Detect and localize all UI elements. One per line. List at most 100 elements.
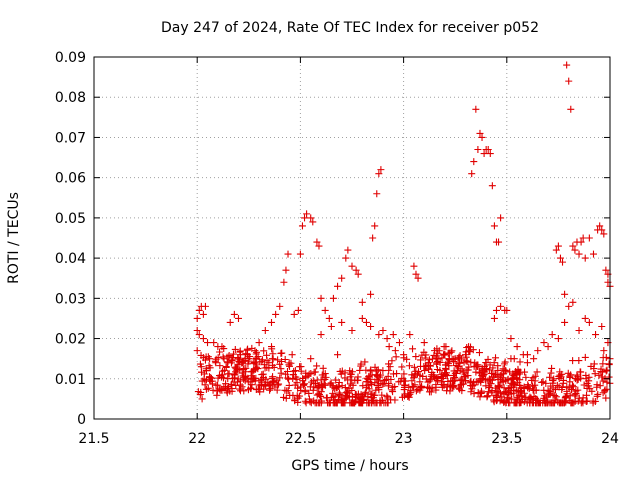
data-point: [315, 391, 323, 399]
data-point: [263, 364, 271, 372]
data-point: [599, 368, 607, 376]
data-point: [476, 393, 484, 401]
data-point: [456, 359, 464, 367]
data-point: [588, 387, 596, 395]
data-point: [349, 381, 357, 389]
data-point: [525, 385, 533, 393]
data-point: [255, 339, 263, 347]
data-point: [315, 383, 323, 391]
data-point: [526, 399, 534, 407]
y-tick-label: 0.07: [55, 130, 86, 146]
data-point: [430, 351, 438, 359]
data-point: [434, 377, 442, 385]
data-point: [514, 395, 522, 403]
data-point: [313, 376, 321, 384]
x-tick-label: 23: [395, 431, 413, 447]
data-point: [319, 364, 327, 372]
data-point: [542, 379, 550, 387]
data-point: [401, 390, 409, 398]
data-point: [421, 354, 429, 362]
data-point: [334, 282, 342, 290]
data-point: [412, 353, 420, 361]
data-point: [567, 105, 575, 113]
data-point: [486, 150, 494, 158]
data-point: [498, 374, 506, 382]
data-point: [199, 310, 207, 318]
data-point: [474, 361, 482, 369]
data-point: [290, 310, 298, 318]
data-point: [234, 314, 242, 322]
data-point: [443, 387, 451, 395]
data-point: [331, 399, 339, 407]
data-point: [569, 242, 577, 250]
data-point: [466, 348, 474, 356]
data-point: [575, 250, 583, 258]
x-tick-label: 22: [188, 431, 206, 447]
data-point: [448, 382, 456, 390]
data-point: [229, 350, 237, 358]
data-point: [503, 306, 511, 314]
data-point: [470, 158, 478, 166]
data-point: [255, 381, 263, 389]
data-point: [326, 380, 334, 388]
data-point: [519, 351, 527, 359]
data-point: [204, 339, 212, 347]
data-point: [522, 394, 530, 402]
data-point: [599, 377, 607, 385]
data-point: [485, 375, 493, 383]
data-point: [268, 355, 276, 363]
data-point: [298, 222, 306, 230]
data-point: [498, 396, 506, 404]
data-point: [297, 367, 305, 375]
data-point: [201, 381, 209, 389]
data-point: [599, 360, 607, 368]
data-point: [341, 369, 349, 377]
data-point: [444, 349, 452, 357]
data-point: [495, 238, 503, 246]
data-point: [365, 373, 373, 381]
data-point: [605, 360, 613, 368]
data-point: [307, 355, 315, 363]
data-point: [501, 366, 509, 374]
data-point: [194, 388, 202, 396]
data-point: [378, 391, 386, 399]
data-point: [538, 379, 546, 386]
data-point: [252, 355, 260, 363]
data-point: [337, 370, 345, 378]
data-point: [321, 381, 329, 389]
data-point: [603, 378, 611, 386]
data-point: [549, 377, 557, 385]
data-point: [301, 397, 309, 405]
data-point: [342, 389, 350, 397]
data-point: [428, 355, 436, 363]
data-point: [256, 385, 264, 393]
data-point: [603, 366, 611, 374]
data-point: [338, 382, 346, 390]
data-point: [562, 393, 570, 401]
data-point: [345, 393, 353, 401]
data-point: [202, 366, 210, 374]
data-point: [540, 394, 548, 402]
data-point: [474, 146, 482, 154]
data-point: [579, 394, 587, 402]
data-point: [388, 357, 396, 365]
data-point: [379, 367, 387, 375]
data-point: [565, 77, 573, 85]
data-point: [400, 386, 408, 394]
x-tick-label: 24: [601, 431, 619, 447]
data-point: [325, 314, 333, 322]
data-point: [591, 397, 599, 405]
data-point: [374, 373, 382, 381]
data-point: [533, 368, 541, 376]
data-point: [220, 345, 228, 353]
data-point: [574, 373, 582, 381]
data-point: [450, 375, 458, 383]
data-point: [447, 348, 455, 356]
data-point: [244, 360, 252, 368]
data-point: [197, 351, 205, 359]
data-point: [377, 166, 385, 174]
data-point: [239, 357, 247, 365]
data-point: [508, 375, 516, 383]
data-point: [417, 362, 425, 370]
data-point: [478, 364, 486, 372]
